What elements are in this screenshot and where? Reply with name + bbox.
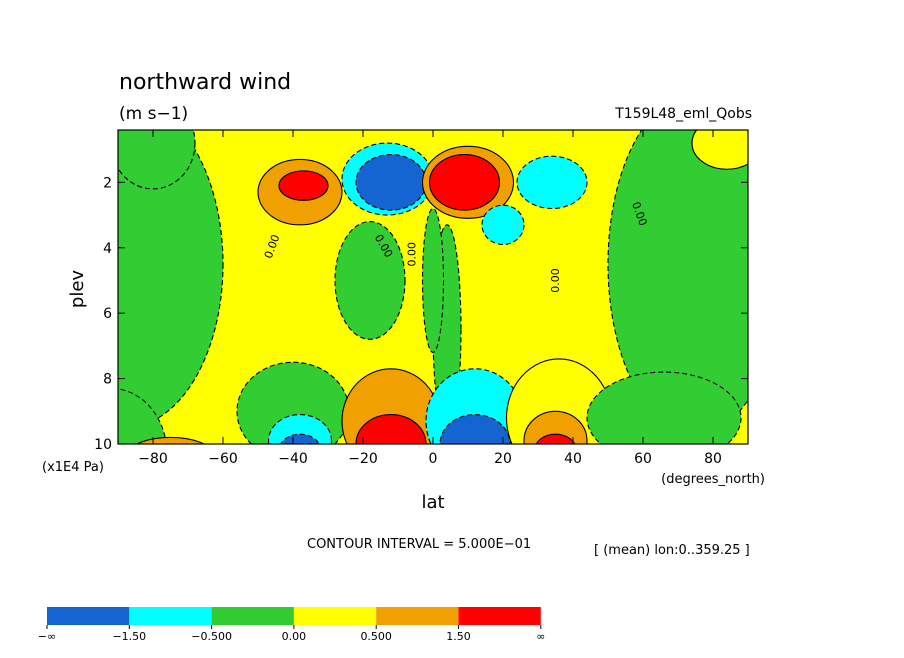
colorbar-label: ∞ (536, 630, 545, 643)
colorbar-label: −∞ (38, 630, 56, 643)
contour-region (535, 433, 576, 444)
mean-text: [ (mean) lon:0..359.25 ] (594, 543, 750, 558)
contour-region (267, 414, 333, 444)
colorbar-swatch (376, 607, 459, 625)
contour-region (334, 221, 406, 340)
x-tick-label: −60 (208, 451, 238, 467)
x-tick-label: 0 (429, 451, 438, 467)
x-tick-label: −80 (138, 451, 168, 467)
x-tick-label: 80 (704, 451, 722, 467)
x-tick-label: −20 (348, 451, 378, 467)
contour-region (236, 361, 350, 444)
x-units-label: (degrees_north) (661, 472, 765, 487)
x-tick-label: 60 (634, 451, 652, 467)
plot-area: 0.00 0.00 0.000.000.00 (117, 129, 749, 445)
contour-region (118, 388, 167, 444)
y-units-label: (x1E4 Pa) (42, 460, 104, 475)
colorbar-swatch (293, 607, 377, 625)
contour-region (280, 433, 320, 444)
run-label: T159L48_eml_Qobs (614, 106, 752, 122)
contour-region (516, 155, 588, 210)
x-axis-label: lat (421, 492, 444, 513)
y-tick-label: 10 (94, 437, 112, 453)
y-tick-label: 6 (103, 306, 112, 322)
colorbar: −∞ −1.50 −0.500 0.00 0.500 1.50 ∞ (38, 607, 545, 643)
chart-units: (m s−1) (119, 104, 188, 124)
contour-interval-text: CONTOUR INTERVAL = 5.000E−01 (307, 537, 531, 552)
contour-region (355, 414, 427, 444)
contour-region (586, 371, 742, 444)
contour-value-label: 0.00 (406, 242, 419, 267)
x-tick-label: 20 (494, 451, 512, 467)
contour-region (607, 130, 748, 435)
chart-title: northward wind (119, 70, 291, 95)
y-tick-label: 8 (103, 372, 112, 388)
contour-region (481, 204, 525, 246)
contour-region (691, 130, 748, 170)
colorbar-swatch (458, 607, 541, 625)
x-tick-label: −40 (278, 451, 308, 467)
colorbar-label: 1.50 (446, 630, 471, 643)
colorbar-label: −1.50 (112, 630, 146, 643)
contour-region (523, 410, 588, 444)
colorbar-swatch (211, 607, 294, 625)
contour-region (135, 436, 206, 444)
y-tick-label: 2 (103, 175, 112, 191)
contour-region (355, 153, 427, 211)
contour-region (439, 414, 511, 444)
colorbar-swatch (47, 607, 130, 625)
colorbar-swatch (129, 607, 212, 625)
contour-region (278, 170, 329, 201)
y-axis-label: plev (67, 270, 88, 309)
contour-value-label: 0.00 (549, 268, 562, 293)
colorbar-label: 0.500 (360, 630, 392, 643)
y-tick-label: 4 (103, 241, 112, 257)
contour-region (421, 207, 445, 353)
contour-region (118, 130, 196, 190)
colorbar-label: −0.500 (191, 630, 232, 643)
contour-region (428, 153, 501, 211)
x-tick-label: 40 (564, 451, 582, 467)
colorbar-label: 0.00 (282, 630, 307, 643)
